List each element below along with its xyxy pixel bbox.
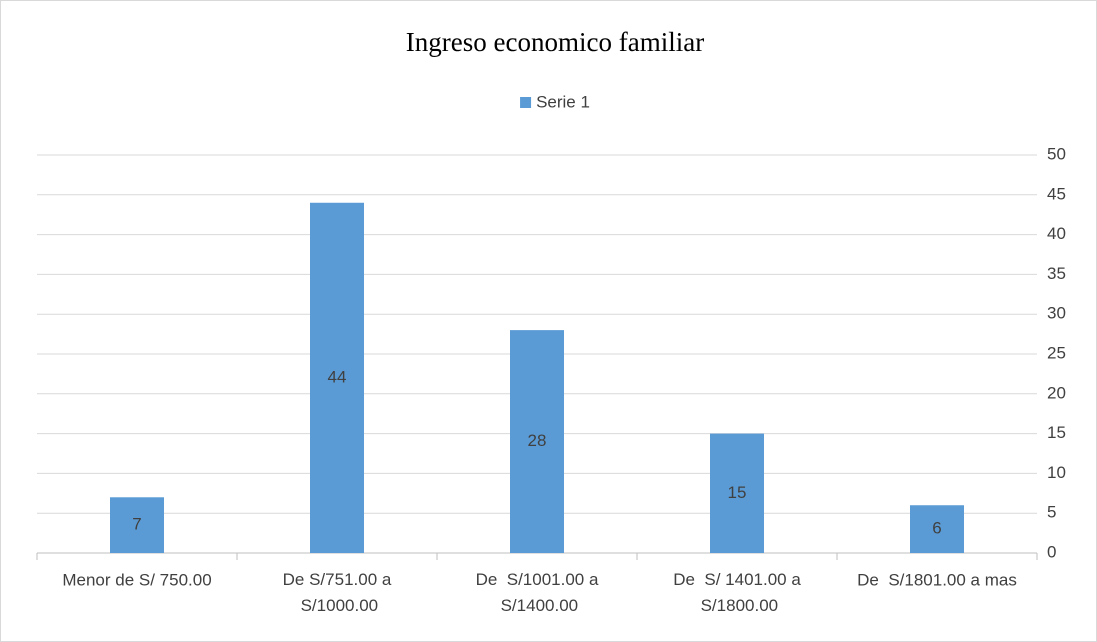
y-tick-label: 45 [1047, 184, 1066, 203]
y-tick-label: 10 [1047, 463, 1066, 482]
y-tick-label: 15 [1047, 423, 1066, 442]
bar [510, 330, 564, 553]
x-tick-label: Menor de S/ 750.00 [62, 570, 211, 589]
bar [110, 497, 164, 553]
x-tick-label: De S/1801.00 a mas [857, 570, 1017, 589]
data-label: 6 [932, 519, 941, 538]
bar [710, 433, 764, 553]
y-tick-label: 40 [1047, 224, 1066, 243]
y-tick-label: 35 [1047, 264, 1066, 283]
y-tick-label: 25 [1047, 343, 1066, 362]
y-tick-label: 50 [1047, 144, 1066, 163]
legend-label: Serie 1 [536, 92, 590, 111]
data-label: 7 [132, 515, 141, 534]
chart-title: Ingreso economico familiar [406, 27, 704, 57]
data-label: 28 [528, 431, 547, 450]
bar [910, 505, 964, 553]
x-tick-label: De S/ 1401.00 a S/1800.00 [673, 570, 801, 615]
x-tick-label: De S/751.00 a S/1000.00 [283, 570, 392, 615]
data-label: 44 [328, 367, 347, 386]
legend-swatch [520, 97, 532, 108]
y-tick-label: 5 [1047, 503, 1056, 522]
y-tick-label: 30 [1047, 304, 1066, 323]
bar [310, 202, 364, 553]
x-tick-label: De S/1001.00 a S/1400.00 [476, 570, 599, 615]
y-tick-label: 20 [1047, 383, 1066, 402]
y-tick-label: 0 [1047, 542, 1056, 561]
data-label: 15 [728, 483, 747, 502]
